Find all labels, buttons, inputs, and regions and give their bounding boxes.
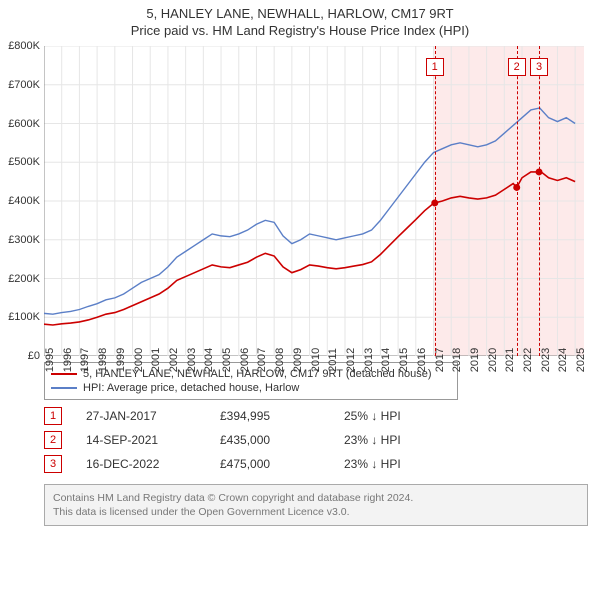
- title-address: 5, HANLEY LANE, NEWHALL, HARLOW, CM17 9R…: [0, 6, 600, 21]
- x-tick-label: 2013: [363, 348, 375, 372]
- legend-item: HPI: Average price, detached house, Harl…: [51, 381, 451, 395]
- event-line: [539, 46, 540, 356]
- x-tick-label: 2019: [469, 348, 481, 372]
- x-tick-label: 2006: [239, 348, 251, 372]
- x-tick-label: 2025: [575, 348, 587, 372]
- x-tick-label: 2015: [398, 348, 410, 372]
- x-tick-label: 2002: [168, 348, 180, 372]
- event-marker-box: 2: [508, 58, 526, 76]
- x-tick-label: 2001: [150, 348, 162, 372]
- sale-date: 27-JAN-2017: [86, 409, 196, 423]
- event-marker-box: 1: [426, 58, 444, 76]
- x-tick-label: 2016: [416, 348, 428, 372]
- chart-titles: 5, HANLEY LANE, NEWHALL, HARLOW, CM17 9R…: [0, 0, 600, 38]
- x-tick-label: 2020: [487, 348, 499, 372]
- legend-swatch: [51, 373, 77, 375]
- x-tick-label: 1999: [115, 348, 127, 372]
- sale-row: 3 16-DEC-2022 £475,000 23% ↓ HPI: [44, 452, 588, 476]
- sale-delta: 25% ↓ HPI: [344, 409, 444, 423]
- x-tick-label: 2003: [186, 348, 198, 372]
- y-tick-label: £200K: [8, 273, 40, 285]
- y-tick-label: £300K: [8, 234, 40, 246]
- x-tick-label: 2010: [310, 348, 322, 372]
- sale-price: £475,000: [220, 457, 320, 471]
- footer-line1: Contains HM Land Registry data © Crown c…: [53, 491, 579, 505]
- x-tick-label: 2008: [274, 348, 286, 372]
- legend-label: HPI: Average price, detached house, Harl…: [83, 382, 299, 394]
- x-tick-label: 2021: [504, 348, 516, 372]
- y-tick-label: £400K: [8, 195, 40, 207]
- x-tick-label: 2009: [292, 348, 304, 372]
- x-tick-label: 2012: [345, 348, 357, 372]
- y-tick-label: £500K: [8, 156, 40, 168]
- footer-line2: This data is licensed under the Open Gov…: [53, 505, 579, 519]
- x-tick-label: 1995: [44, 348, 56, 372]
- y-tick-label: £800K: [8, 40, 40, 52]
- plot-region: £0£100K£200K£300K£400K£500K£600K£700K£80…: [44, 46, 584, 356]
- sale-delta: 23% ↓ HPI: [344, 433, 444, 447]
- sale-index-box: 3: [44, 455, 62, 473]
- x-tick-label: 1997: [79, 348, 91, 372]
- sales-table: 1 27-JAN-2017 £394,995 25% ↓ HPI 2 14-SEP-202…: [44, 404, 588, 476]
- event-line: [517, 46, 518, 356]
- event-line: [435, 46, 436, 356]
- x-tick-label: 2007: [256, 348, 268, 372]
- x-tick-label: 2011: [327, 348, 339, 372]
- sale-date: 16-DEC-2022: [86, 457, 196, 471]
- sale-row: 1 27-JAN-2017 £394,995 25% ↓ HPI: [44, 404, 588, 428]
- x-tick-label: 2004: [203, 348, 215, 372]
- x-tick-label: 2022: [522, 348, 534, 372]
- sale-row: 2 14-SEP-2021 £435,000 23% ↓ HPI: [44, 428, 588, 452]
- x-tick-label: 2024: [557, 348, 569, 372]
- y-tick-label: £100K: [8, 311, 40, 323]
- x-tick-label: 2018: [451, 348, 463, 372]
- y-tick-label: £600K: [8, 118, 40, 130]
- chart-area: £0£100K£200K£300K£400K£500K£600K£700K£80…: [0, 46, 600, 356]
- x-tick-label: 2014: [380, 348, 392, 372]
- sale-date: 14-SEP-2021: [86, 433, 196, 447]
- title-subtitle: Price paid vs. HM Land Registry's House …: [0, 23, 600, 38]
- event-marker-box: 3: [530, 58, 548, 76]
- footer-attribution: Contains HM Land Registry data © Crown c…: [44, 484, 588, 526]
- x-tick-label: 1996: [62, 348, 74, 372]
- x-tick-label: 2000: [133, 348, 145, 372]
- x-tick-label: 1998: [97, 348, 109, 372]
- sale-price: £394,995: [220, 409, 320, 423]
- sale-index-box: 2: [44, 431, 62, 449]
- sale-index-box: 1: [44, 407, 62, 425]
- sale-price: £435,000: [220, 433, 320, 447]
- y-tick-label: £700K: [8, 79, 40, 91]
- legend-swatch: [51, 387, 77, 389]
- y-tick-label: £0: [28, 350, 40, 362]
- x-tick-label: 2005: [221, 348, 233, 372]
- sale-delta: 23% ↓ HPI: [344, 457, 444, 471]
- x-tick-label: 2023: [540, 348, 552, 372]
- chart-svg: [44, 46, 584, 356]
